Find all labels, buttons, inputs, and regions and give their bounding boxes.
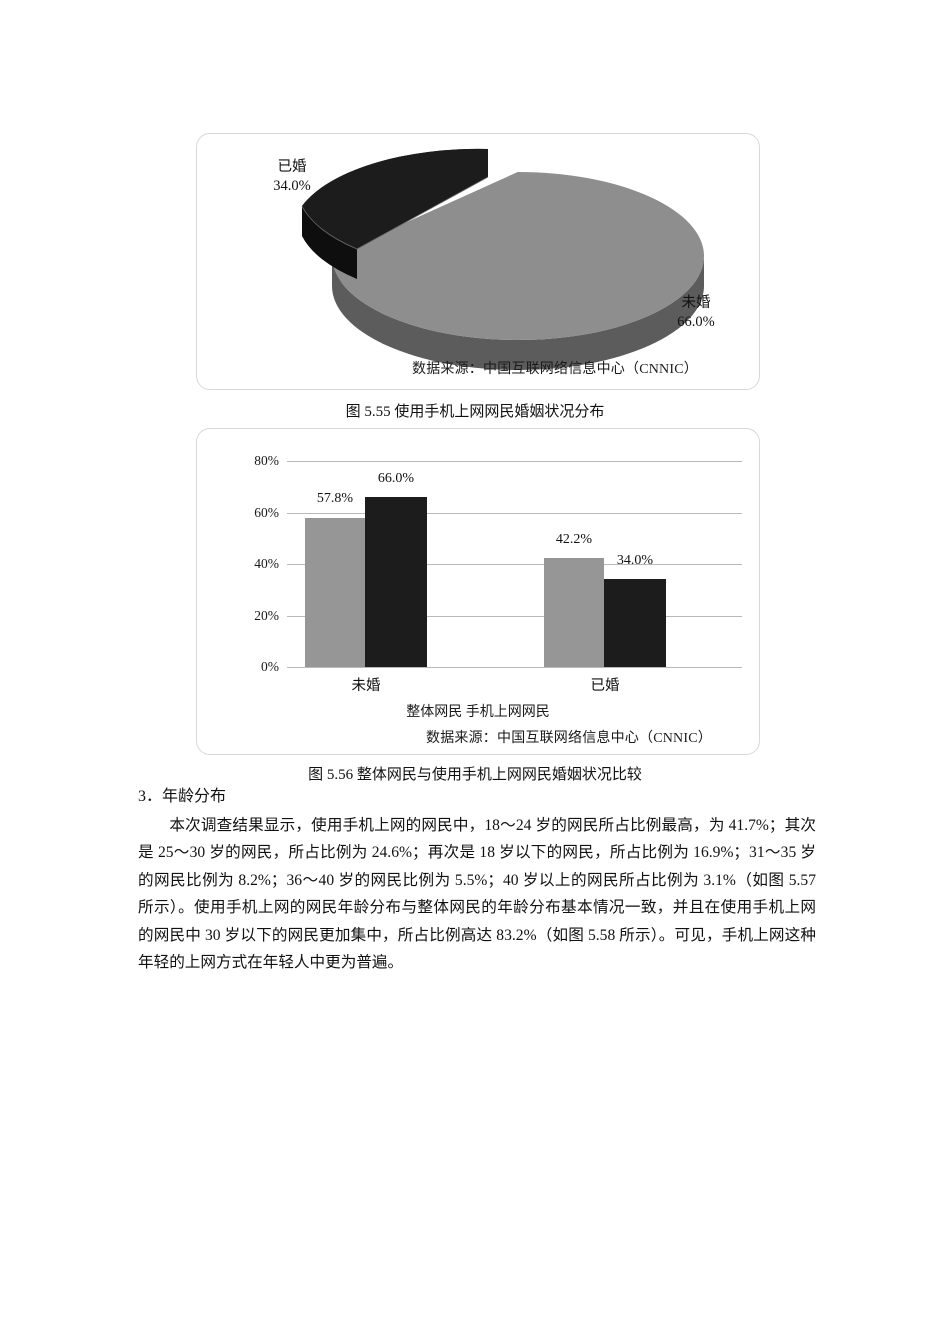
legend-label-overall: 整体网民 (406, 705, 463, 720)
category-label-unmarried: 未婚 (351, 678, 381, 694)
pie-chart-graphic (301, 148, 704, 370)
body-paragraph-text: 本次调查结果显示，使用手机上网的网民中，18～24 岁的网民所占比例最高，为 4… (138, 817, 816, 972)
pie-slice-single-side (332, 256, 704, 370)
axis-tick-40: 40% (254, 556, 279, 571)
section-heading-age-distribution: 3．年龄分布 (138, 788, 227, 805)
pie-label-married-value: 34.0% (273, 177, 311, 194)
pie-label-married-name: 已婚 (277, 159, 307, 175)
bar-value-married-mobile: 34.0% (616, 553, 654, 568)
axis-tick-0: 0% (261, 659, 279, 674)
pie-label-single-value: 66.0% (677, 313, 715, 330)
pie-slice-single-top (332, 172, 704, 340)
pie-chart-container: 已婚 34.0% 未婚 66.0% 数据来源：中国互联网络信息中心（CNNIC） (196, 133, 760, 390)
axis-tick-80: 80% (254, 453, 279, 468)
bar-chart-legend: 整体网民 手机上网网民 (197, 701, 759, 721)
bar-source-note: 数据来源：中国互联网络信息中心（CNNIC） (426, 731, 712, 746)
pie-slice-married-top-fill (302, 148, 488, 249)
gridline-80 (287, 461, 742, 462)
category-label-married: 已婚 (590, 678, 620, 694)
pie-slice-married-edge (301, 176, 489, 250)
legend-item-mobile[interactable]: 手机上网网民 (466, 705, 550, 720)
figure-caption-5-56: 图 5.56 整体网民与使用手机上网网民婚姻状况比较 (308, 767, 642, 783)
gridline-60 (287, 512, 742, 514)
bar-value-unmarried-mobile: 66.0% (377, 471, 415, 486)
axis-tick-20: 20% (254, 607, 279, 623)
body-paragraph: 本次调查结果显示，使用手机上网的网民中，18～24 岁的网民所占比例最高，为 4… (138, 812, 816, 976)
pie-label-married: 已婚 34.0% (257, 158, 327, 195)
bar-unmarried-overall[interactable] (305, 518, 365, 667)
bar-value-unmarried-overall: 57.8% (316, 491, 354, 506)
bar-married-overall[interactable] (544, 558, 604, 667)
gridline-0 (287, 667, 742, 668)
legend-item-overall[interactable]: 整体网民 (406, 705, 466, 720)
bar-plot-area: 80% 60% 40% 20% 0% 57.8% 66.0% 42.2% 34.… (254, 453, 742, 694)
axis-tick-60: 60% (254, 504, 279, 520)
bar-married-mobile[interactable] (604, 579, 666, 667)
bar-chart-container: 80% 60% 40% 20% 0% 57.8% 66.0% 42.2% 34.… (196, 428, 760, 755)
pie-source-note: 数据来源：中国互联网络信息中心（CNNIC） (412, 362, 698, 377)
pie-label-single-name: 未婚 (681, 295, 711, 311)
pie-label-single: 未婚 66.0% (661, 294, 731, 331)
gridline-40 (287, 564, 742, 565)
gridline-20 (287, 615, 742, 617)
bar-unmarried-mobile[interactable] (365, 497, 427, 667)
bar-value-married-overall: 42.2% (555, 532, 593, 547)
figure-caption-5-55: 图 5.55 使用手机上网网民婚姻状况分布 (345, 404, 605, 420)
legend-label-mobile: 手机上网网民 (465, 705, 550, 720)
